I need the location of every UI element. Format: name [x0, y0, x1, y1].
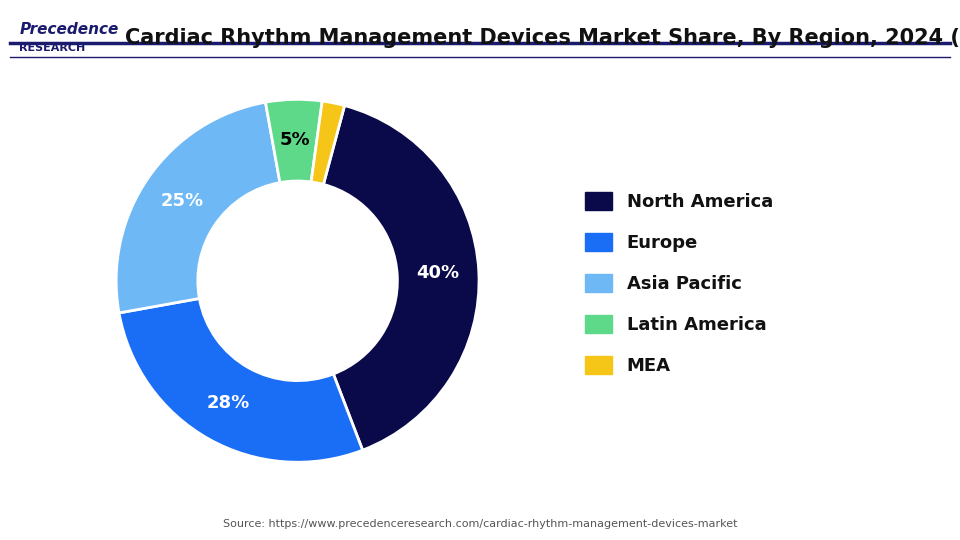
- Wedge shape: [311, 101, 345, 184]
- Text: Source: https://www.precedenceresearch.com/cardiac-rhythm-management-devices-mar: Source: https://www.precedenceresearch.c…: [223, 519, 737, 529]
- Wedge shape: [116, 102, 280, 313]
- Text: 28%: 28%: [207, 394, 251, 413]
- Wedge shape: [119, 299, 363, 462]
- Text: 40%: 40%: [417, 265, 460, 282]
- Text: Cardiac Rhythm Management Devices Market Share, By Region, 2024 (%): Cardiac Rhythm Management Devices Market…: [125, 28, 960, 49]
- Legend: North America, Europe, Asia Pacific, Latin America, MEA: North America, Europe, Asia Pacific, Lat…: [585, 192, 773, 375]
- Text: Precedence: Precedence: [19, 22, 119, 37]
- Text: 5%: 5%: [279, 131, 310, 149]
- Wedge shape: [266, 99, 323, 183]
- Wedge shape: [324, 105, 479, 450]
- Text: RESEARCH: RESEARCH: [19, 43, 85, 52]
- Text: 25%: 25%: [160, 192, 204, 210]
